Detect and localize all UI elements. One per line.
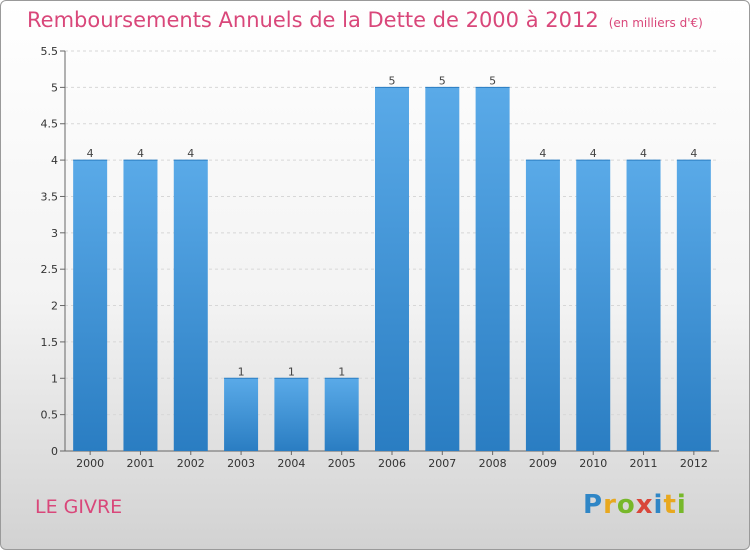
x-tick-label: 2007 [428,457,456,470]
chart-title-text: Remboursements Annuels de la Dette de 20… [27,8,599,32]
x-tick-label: 2006 [378,457,406,470]
data-label: 5 [489,74,496,87]
bar [425,87,460,451]
x-tick-label: 2002 [177,457,205,470]
bars [73,86,711,451]
bar [375,87,409,451]
bar [173,160,208,451]
logo-letter: i [676,490,687,520]
bar [224,378,259,451]
data-label: 4 [590,147,597,160]
y-tick-label: 4.5 [41,118,59,131]
x-tick-label: 2003 [227,457,255,470]
x-tick-label: 2005 [328,457,356,470]
y-tick-label: 5 [51,81,58,94]
labels: 4 2000 4 2001 4 2002 1 2003 1 2004 1 2005 5 2006 5 2007… [76,74,708,470]
bar [73,160,108,451]
commune-name: LE GIVRE [35,496,123,518]
logo-letter: o [616,490,636,520]
data-label: 4 [137,147,144,160]
data-label: 1 [338,365,345,378]
chart-unit: (en milliers d'€) [608,16,703,30]
bar [475,87,510,451]
logo-letter: i [653,490,664,520]
data-label: 4 [539,147,546,160]
y-tick-label: 3 [51,227,58,240]
y-tick-label: 1.5 [41,336,59,349]
bar [525,160,560,451]
x-tick-label: 2011 [630,457,658,470]
data-label: 1 [238,365,245,378]
proxiti-logo: Proxiti [583,490,687,520]
logo-letter: t [663,490,677,520]
x-tick-label: 2001 [126,457,154,470]
logo-letter: x [635,490,654,520]
bar [626,160,661,451]
data-label: 4 [690,147,697,160]
y-tick-label: 1 [51,372,58,385]
x-tick-label: 2012 [680,457,708,470]
data-label: 5 [439,74,446,87]
y-tick-label: 4 [51,154,58,167]
data-label: 5 [389,74,396,87]
x-tick-label: 2009 [529,457,557,470]
data-label: 4 [640,147,647,160]
bar [576,160,611,451]
data-label: 4 [87,147,94,160]
logo-letter: P [583,490,604,520]
chart-title: Remboursements Annuels de la Dette de 20… [27,8,703,32]
y-tick-label: 0 [51,445,58,458]
y-tick-label: 2.5 [41,263,59,276]
bar [324,378,359,451]
y-tick-label: 3.5 [41,190,59,203]
x-tick-label: 2008 [479,457,507,470]
y-tick-label: 0.5 [41,409,59,422]
data-label: 1 [288,365,295,378]
y-tick-label: 5.5 [41,45,59,58]
bar [676,160,711,451]
data-label: 4 [187,147,194,160]
x-tick-label: 2004 [277,457,305,470]
bar [274,378,309,451]
bar [123,160,158,451]
logo-letter: r [603,490,617,520]
y-tick-label: 2 [51,300,58,313]
x-tick-label: 2000 [76,457,104,470]
x-tick-label: 2010 [579,457,607,470]
